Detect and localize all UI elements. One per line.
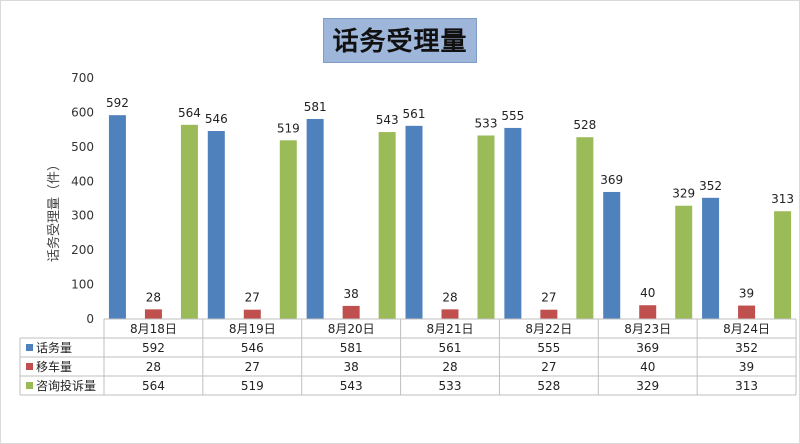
table-cell: 313 xyxy=(735,379,758,393)
data-label: 533 xyxy=(475,116,498,130)
y-tick-label: 300 xyxy=(71,209,94,223)
data-label: 38 xyxy=(344,287,359,301)
legend-swatch xyxy=(26,344,33,351)
table-cell: 40 xyxy=(640,360,655,374)
x-tick-label: 8月24日 xyxy=(723,322,770,336)
table-cell: 27 xyxy=(245,360,260,374)
bar-咨询投诉量-8月19日 xyxy=(279,140,297,319)
x-tick-label: 8月18日 xyxy=(130,322,177,336)
table-cell: 38 xyxy=(344,360,359,374)
table-cell: 546 xyxy=(241,341,264,355)
bar-移车量-8月19日 xyxy=(243,309,261,319)
table-cell: 39 xyxy=(739,360,754,374)
data-label: 581 xyxy=(304,100,327,114)
table-cell: 28 xyxy=(442,360,457,374)
table-cell: 528 xyxy=(537,379,560,393)
table-cell: 581 xyxy=(340,341,363,355)
table-cell: 28 xyxy=(146,360,161,374)
x-tick-label: 8月22日 xyxy=(525,322,572,336)
bar-移车量-8月22日 xyxy=(540,309,558,319)
data-label: 546 xyxy=(205,112,228,126)
legend-label: 话务量 xyxy=(36,340,72,355)
table-cell: 555 xyxy=(537,341,560,355)
y-tick-label: 400 xyxy=(71,174,94,188)
data-label: 519 xyxy=(277,121,300,135)
y-tick-label: 500 xyxy=(71,140,94,154)
bar-移车量-8月18日 xyxy=(144,309,162,319)
bar-咨询投诉量-8月20日 xyxy=(378,132,396,319)
bar-咨询投诉量-8月23日 xyxy=(675,205,693,319)
table-cell: 533 xyxy=(439,379,462,393)
y-tick-label: 100 xyxy=(71,278,94,292)
legend-label: 咨询投诉量 xyxy=(36,378,96,393)
table-cell: 329 xyxy=(636,379,659,393)
data-label: 28 xyxy=(442,290,457,304)
data-label: 27 xyxy=(541,291,556,305)
table-cell: 543 xyxy=(340,379,363,393)
table-cell: 592 xyxy=(142,341,165,355)
chart-title: 话务受理量 xyxy=(323,18,477,63)
bar-移车量-8月21日 xyxy=(441,309,459,319)
data-label: 564 xyxy=(178,106,201,120)
y-tick-label: 200 xyxy=(71,243,94,257)
bar-移车量-8月23日 xyxy=(639,305,657,319)
y-tick-label: 600 xyxy=(71,105,94,119)
bar-话务量-8月20日 xyxy=(306,118,324,319)
x-tick-label: 8月19日 xyxy=(229,322,276,336)
bar-咨询投诉量-8月22日 xyxy=(576,137,594,319)
bar-移车量-8月24日 xyxy=(738,305,756,319)
data-label: 561 xyxy=(403,107,426,121)
table-cell: 27 xyxy=(541,360,556,374)
x-tick-label: 8月20日 xyxy=(328,322,375,336)
table-cell: 519 xyxy=(241,379,264,393)
bar-移车量-8月20日 xyxy=(342,305,360,319)
legend-label: 移车量 xyxy=(36,359,72,374)
data-label: 369 xyxy=(600,173,623,187)
bar-咨询投诉量-8月21日 xyxy=(477,135,495,319)
data-label: 40 xyxy=(640,286,655,300)
bar-话务量-8月24日 xyxy=(702,197,720,319)
legend-swatch xyxy=(26,363,33,370)
data-label: 313 xyxy=(771,192,794,206)
table-cell: 352 xyxy=(735,341,758,355)
y-tick-label: 700 xyxy=(71,71,94,85)
y-axis-label: 话务受理量（件） xyxy=(46,158,62,262)
bar-咨询投诉量-8月24日 xyxy=(774,211,792,319)
bar-话务量-8月23日 xyxy=(603,191,621,319)
bar-话务量-8月21日 xyxy=(405,125,423,319)
table-cell: 564 xyxy=(142,379,165,393)
data-label: 543 xyxy=(376,113,399,127)
data-label: 28 xyxy=(146,290,161,304)
data-label: 27 xyxy=(245,291,260,305)
x-tick-label: 8月23日 xyxy=(624,322,671,336)
legend-swatch xyxy=(26,382,33,389)
bar-咨询投诉量-8月18日 xyxy=(180,124,198,319)
bar-话务量-8月19日 xyxy=(207,131,225,319)
y-tick-label: 0 xyxy=(86,312,94,326)
data-label: 352 xyxy=(699,179,722,193)
data-label: 592 xyxy=(106,96,129,110)
bar-话务量-8月18日 xyxy=(108,115,126,319)
data-label: 555 xyxy=(501,109,524,123)
table-cell: 561 xyxy=(439,341,462,355)
data-label: 329 xyxy=(672,187,695,201)
data-label: 39 xyxy=(739,287,754,301)
x-tick-label: 8月21日 xyxy=(427,322,474,336)
table-cell: 369 xyxy=(636,341,659,355)
data-label: 528 xyxy=(573,118,596,132)
bar-话务量-8月22日 xyxy=(504,127,522,320)
